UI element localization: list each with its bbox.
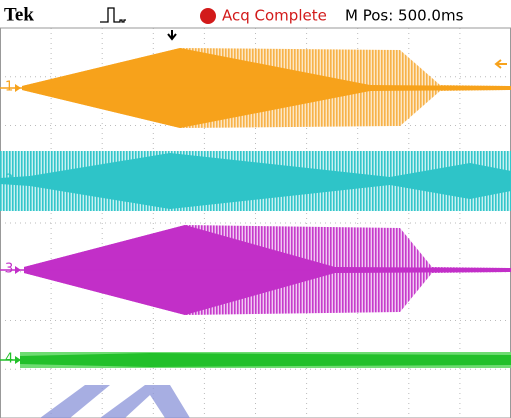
scope-screen: 1 2 3 4 Tek Acq Complete M Pos: 500.0ms [0,0,511,418]
channel-label: 3 [5,262,13,277]
status: Acq Complete [222,7,327,25]
channel-label: 2 [5,173,13,188]
brand: Tek [4,4,34,25]
status-dot [200,8,216,24]
page: 1234 Tek Acq Complete M Pos: 500.0ms (()… [0,0,511,418]
channel-label: 4 [5,352,13,367]
channel-label: 1 [5,80,13,95]
position: M Pos: 500.0ms [345,7,464,25]
